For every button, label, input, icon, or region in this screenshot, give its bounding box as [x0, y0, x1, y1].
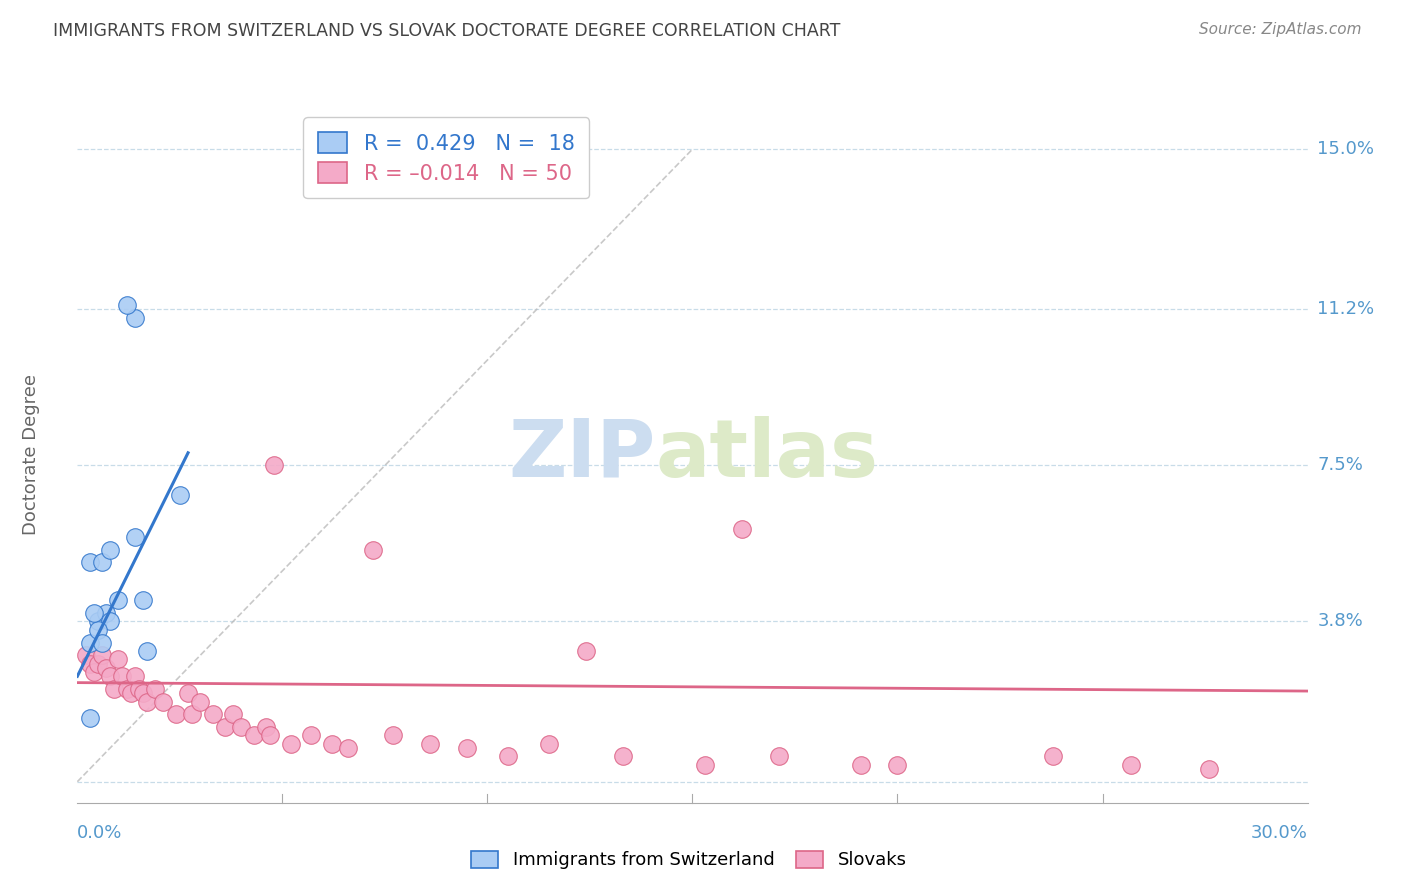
- Point: [143, 681, 166, 696]
- Point: [231, 720, 253, 734]
- Point: [382, 728, 405, 742]
- Legend: R =  0.429   N =  18, R = –0.014   N = 50: R = 0.429 N = 18, R = –0.014 N = 50: [304, 118, 589, 198]
- Point: [94, 606, 117, 620]
- Point: [201, 707, 224, 722]
- Point: [222, 707, 245, 722]
- Point: [83, 606, 105, 620]
- Point: [90, 635, 114, 649]
- Point: [612, 749, 634, 764]
- Point: [136, 695, 159, 709]
- Point: [107, 593, 129, 607]
- Point: [124, 310, 146, 325]
- Point: [177, 686, 200, 700]
- Text: 3.8%: 3.8%: [1317, 613, 1364, 631]
- Point: [75, 648, 97, 663]
- Text: atlas: atlas: [655, 416, 879, 494]
- Point: [124, 530, 146, 544]
- Point: [98, 669, 121, 683]
- Point: [107, 652, 129, 666]
- Point: [79, 711, 101, 725]
- Text: ZIP: ZIP: [509, 416, 655, 494]
- Point: [169, 488, 191, 502]
- Point: [768, 749, 790, 764]
- Point: [152, 695, 174, 709]
- Point: [214, 720, 236, 734]
- Point: [280, 737, 302, 751]
- Point: [79, 556, 101, 570]
- Text: 0.0%: 0.0%: [77, 823, 122, 842]
- Point: [136, 644, 159, 658]
- Point: [94, 661, 117, 675]
- Point: [87, 657, 110, 671]
- Point: [259, 728, 281, 742]
- Point: [79, 635, 101, 649]
- Point: [361, 542, 384, 557]
- Point: [263, 458, 285, 473]
- Point: [115, 298, 138, 312]
- Point: [87, 615, 110, 629]
- Text: 11.2%: 11.2%: [1317, 301, 1375, 318]
- Point: [242, 728, 264, 742]
- Text: Source: ZipAtlas.com: Source: ZipAtlas.com: [1198, 22, 1361, 37]
- Point: [98, 615, 121, 629]
- Point: [254, 720, 277, 734]
- Point: [299, 728, 322, 742]
- Text: 7.5%: 7.5%: [1317, 457, 1364, 475]
- Point: [188, 695, 212, 709]
- Point: [124, 669, 146, 683]
- Point: [132, 593, 155, 607]
- Text: Doctorate Degree: Doctorate Degree: [21, 375, 39, 535]
- Point: [419, 737, 441, 751]
- Point: [693, 757, 716, 772]
- Point: [115, 681, 138, 696]
- Point: [181, 707, 204, 722]
- Point: [575, 644, 598, 658]
- Point: [132, 686, 155, 700]
- Point: [120, 686, 142, 700]
- Point: [537, 737, 560, 751]
- Text: IMMIGRANTS FROM SWITZERLAND VS SLOVAK DOCTORATE DEGREE CORRELATION CHART: IMMIGRANTS FROM SWITZERLAND VS SLOVAK DO…: [53, 22, 841, 40]
- Point: [1198, 762, 1220, 776]
- Point: [111, 669, 134, 683]
- Point: [103, 681, 125, 696]
- Point: [886, 757, 908, 772]
- Point: [165, 707, 187, 722]
- Point: [90, 648, 114, 663]
- Text: 30.0%: 30.0%: [1251, 823, 1308, 842]
- Point: [496, 749, 519, 764]
- Point: [83, 665, 105, 679]
- Point: [1042, 749, 1064, 764]
- Point: [98, 542, 121, 557]
- Point: [456, 741, 478, 756]
- Point: [849, 757, 872, 772]
- Legend: Immigrants from Switzerland, Slovaks: Immigrants from Switzerland, Slovaks: [463, 842, 915, 879]
- Point: [90, 556, 114, 570]
- Point: [731, 522, 754, 536]
- Point: [1121, 757, 1143, 772]
- Point: [128, 681, 150, 696]
- Point: [79, 657, 101, 671]
- Point: [321, 737, 343, 751]
- Point: [337, 741, 360, 756]
- Text: 15.0%: 15.0%: [1317, 140, 1375, 158]
- Point: [87, 623, 110, 637]
